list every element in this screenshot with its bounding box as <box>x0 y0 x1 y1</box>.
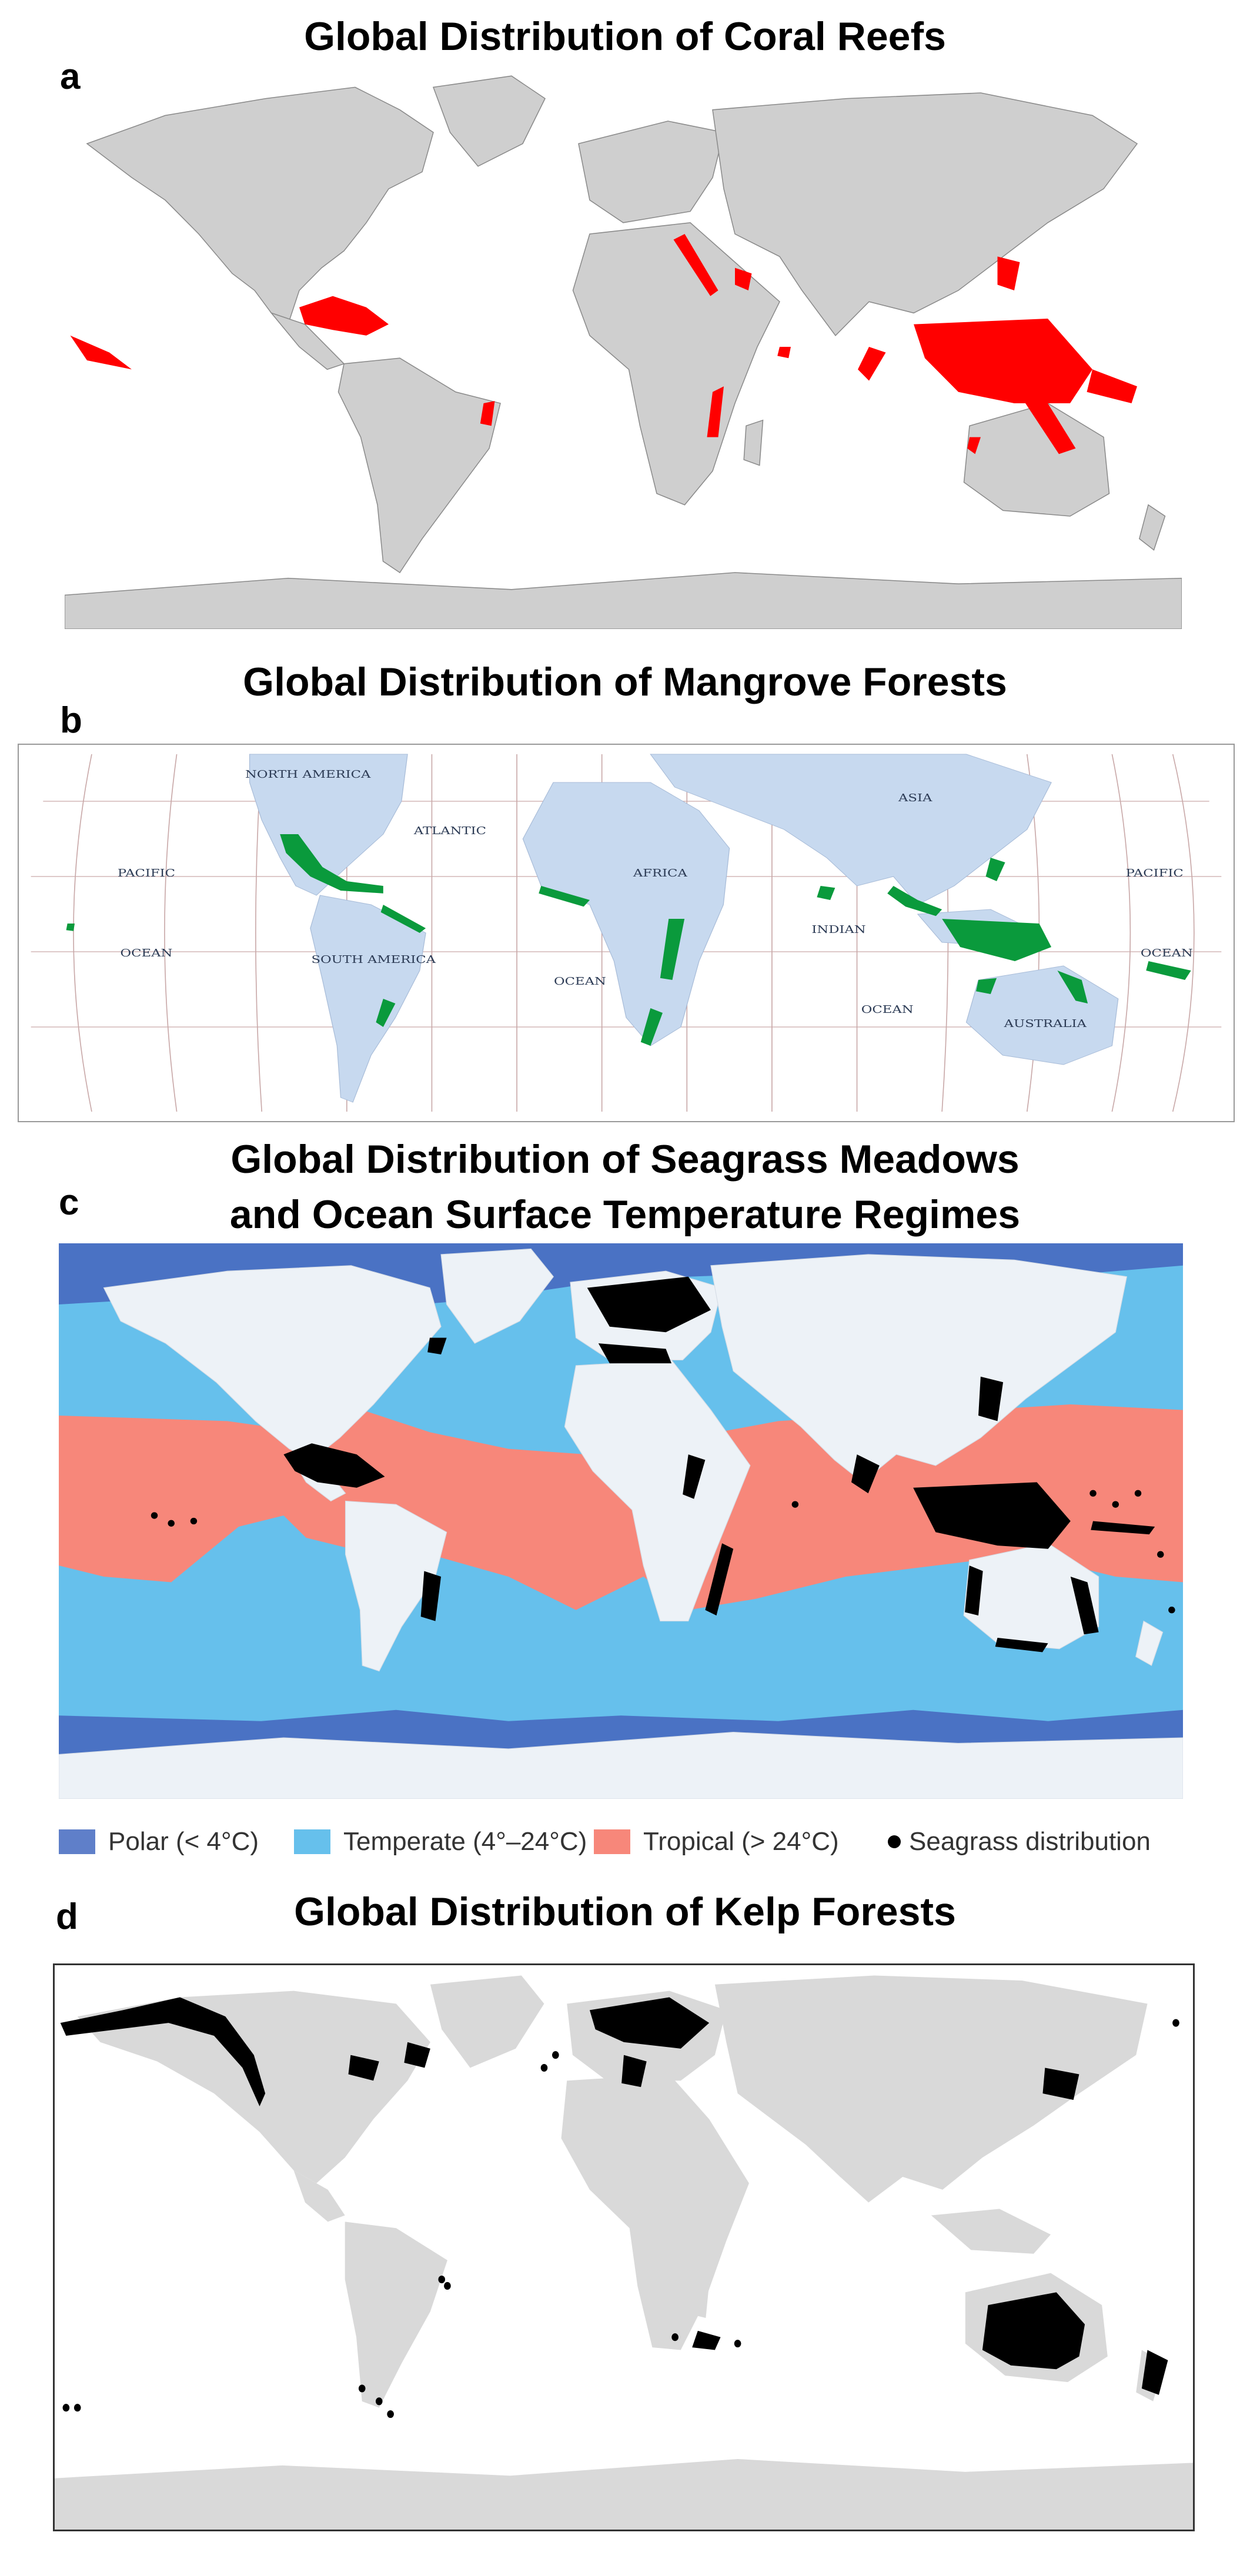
north-america <box>86 86 434 325</box>
panel-c-title-line1: Global Distribution of Seagrass Meadows <box>230 1137 1020 1182</box>
label-ocean-right: OCEAN <box>1141 947 1193 959</box>
kelp-locations <box>60 1997 1179 2418</box>
africa <box>572 222 780 506</box>
coral-reef-locations <box>70 234 1137 454</box>
asia <box>712 92 1138 336</box>
new-zealand <box>1138 504 1166 551</box>
label-pacific-left: PACIFIC <box>118 867 175 879</box>
legend-temperate: Temperate (4°–24°C) <box>294 1821 587 1862</box>
legend-temperate-label: Temperate (4°–24°C) <box>343 1827 587 1856</box>
map-labels: NORTH AMERICA SOUTH AMERICA AFRICA ASIA … <box>118 768 1193 1030</box>
kelp-map <box>53 1963 1195 2531</box>
legend-tropical: Tropical (> 24°C) <box>594 1821 839 1862</box>
label-ocean-left: OCEAN <box>121 947 173 959</box>
madagascar <box>743 419 764 466</box>
label-asia: ASIA <box>898 792 933 804</box>
label-south-america: SOUTH AMERICA <box>311 954 436 966</box>
legend-seagrass: Seagrass distribution <box>888 1821 1151 1862</box>
panel-a-letter: a <box>60 56 81 97</box>
temperate-swatch <box>294 1829 330 1854</box>
panel-d-letter: d <box>56 1896 78 1937</box>
label-africa: AFRICA <box>633 867 687 879</box>
legend-tropical-label: Tropical (> 24°C) <box>643 1827 839 1856</box>
label-atlantic: ATLANTIC <box>413 825 486 837</box>
coral-reef-map <box>65 75 1182 629</box>
seagrass-dot-icon <box>888 1835 901 1848</box>
label-pacific-right: PACIFIC <box>1126 867 1184 879</box>
australia <box>963 403 1110 517</box>
seagrass-map <box>59 1243 1183 1799</box>
label-ocean-center: OCEAN <box>554 975 606 988</box>
land-masses <box>65 75 1182 629</box>
mangrove-map: NORTH AMERICA SOUTH AMERICA AFRICA ASIA … <box>18 744 1235 1122</box>
mangrove-land <box>249 754 1119 1103</box>
panel-c-title-line2: and Ocean Surface Temperature Regimes <box>229 1192 1021 1237</box>
greenland <box>432 75 546 167</box>
europe <box>578 121 724 223</box>
south-america <box>337 357 501 574</box>
panel-b-letter: b <box>60 700 82 741</box>
panel-c-letter: c <box>59 1182 79 1223</box>
label-north-america: NORTH AMERICA <box>245 768 371 781</box>
legend-seagrass-label: Seagrass distribution <box>909 1827 1151 1856</box>
legend-polar: Polar (< 4°C) <box>59 1821 259 1862</box>
seagrass-locations <box>151 1276 1175 1652</box>
label-ocean-indian: OCEAN <box>861 1003 914 1016</box>
mangrove-locations <box>66 834 1191 1046</box>
label-australia: AUSTRALIA <box>1004 1018 1087 1030</box>
label-indian: INDIAN <box>811 924 865 936</box>
tropical-swatch <box>594 1829 630 1854</box>
panel-a-title: Global Distribution of Coral Reefs <box>304 14 946 59</box>
polar-swatch <box>59 1829 95 1854</box>
antarctica <box>65 572 1182 629</box>
seagrass-legend: Polar (< 4°C) Temperate (4°–24°C) Tropic… <box>59 1821 1176 1862</box>
panel-b-title: Global Distribution of Mangrove Forests <box>243 660 1007 704</box>
legend-polar-label: Polar (< 4°C) <box>108 1827 259 1856</box>
panel-d-title: Global Distribution of Kelp Forests <box>294 1889 956 1934</box>
